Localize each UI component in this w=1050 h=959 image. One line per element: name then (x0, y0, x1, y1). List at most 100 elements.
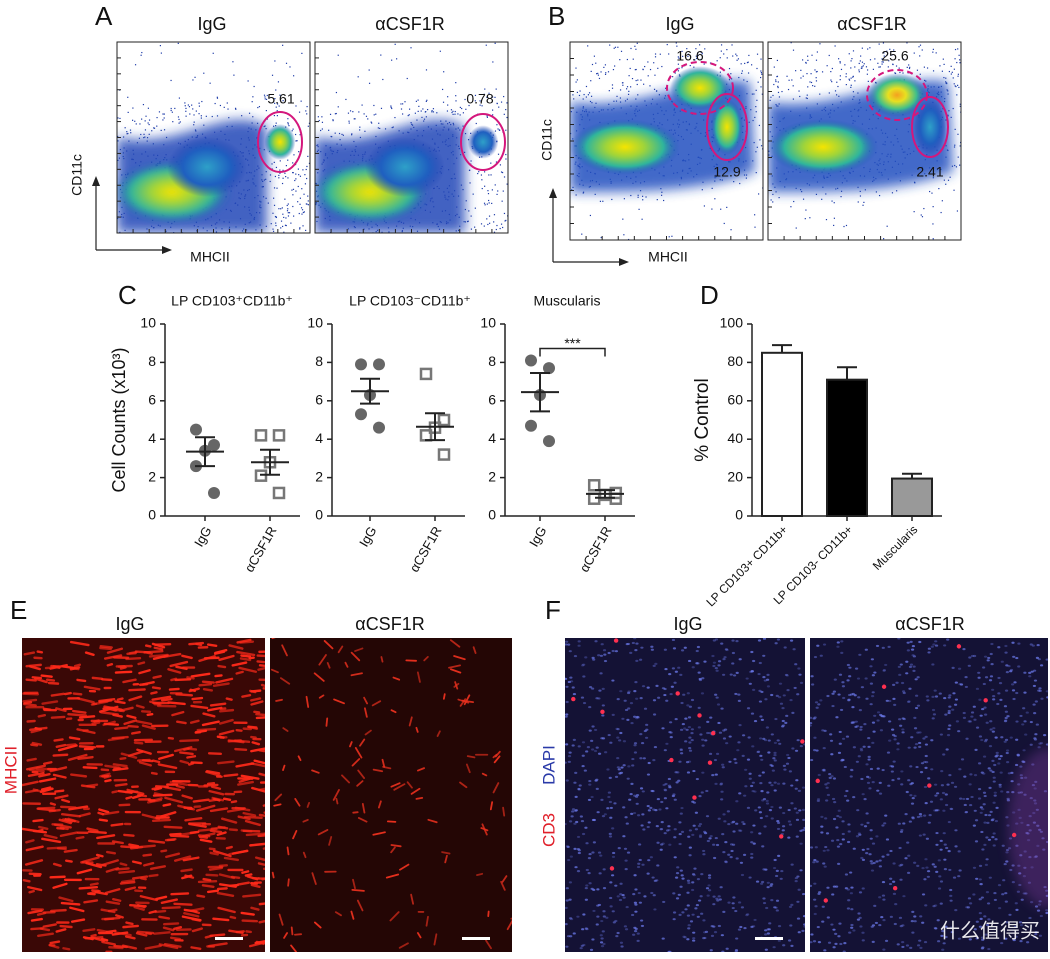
nucleus (581, 928, 584, 930)
nucleus (706, 721, 709, 723)
nucleus (698, 795, 701, 797)
nucleus (720, 798, 723, 800)
event-dot (777, 60, 778, 61)
nucleus (736, 749, 739, 751)
nucleus (689, 847, 692, 849)
event-dot (622, 219, 623, 220)
event-dot (945, 184, 946, 185)
event-dot (330, 114, 331, 115)
nucleus (687, 882, 690, 884)
nucleus (600, 799, 603, 801)
nucleus (972, 893, 975, 895)
nucleus (789, 924, 792, 926)
event-dot (149, 134, 150, 135)
event-dot (364, 113, 365, 114)
event-dot (265, 98, 266, 99)
event-dot (923, 208, 924, 209)
event-dot (286, 63, 287, 64)
nucleus (601, 714, 604, 716)
nucleus (725, 648, 728, 650)
event-dot (755, 151, 756, 152)
event-dot (295, 134, 296, 135)
event-dot (145, 116, 146, 117)
cell (116, 868, 128, 869)
nucleus (948, 869, 951, 871)
nucleus (629, 652, 632, 654)
event-dot (293, 75, 294, 76)
cd3-cell (610, 866, 614, 870)
event-dot (452, 111, 453, 112)
nucleus (976, 727, 979, 729)
event-dot (477, 173, 478, 174)
event-dot (371, 122, 372, 123)
nucleus (787, 837, 790, 839)
event-dot (468, 210, 469, 211)
nucleus (566, 701, 569, 703)
nucleus (662, 937, 665, 939)
nucleus (671, 686, 674, 688)
event-dot (275, 222, 276, 223)
nucleus (715, 837, 718, 839)
event-dot (489, 216, 490, 217)
nucleus (592, 889, 595, 891)
nucleus (941, 949, 944, 951)
cell (185, 910, 197, 912)
event-dot (586, 96, 587, 97)
event-dot (741, 63, 742, 64)
event-dot (957, 134, 958, 135)
nucleus (568, 755, 571, 757)
nucleus (567, 644, 570, 646)
nucleus (789, 699, 792, 701)
nucleus (569, 899, 572, 901)
nucleus (582, 833, 585, 835)
nucleus (693, 825, 696, 827)
cell (210, 800, 216, 801)
event-dot (487, 224, 488, 225)
plot-title: IgG (197, 14, 226, 34)
event-dot (636, 69, 637, 70)
cd3-cell (697, 713, 701, 717)
nucleus (619, 690, 622, 692)
cell (107, 852, 115, 853)
nucleus (992, 695, 995, 697)
nucleus (688, 747, 691, 749)
nucleus (699, 823, 702, 825)
event-dot (136, 123, 137, 124)
event-dot (814, 86, 815, 87)
nucleus (591, 725, 594, 727)
nucleus (688, 924, 691, 926)
nucleus (702, 919, 705, 921)
nucleus (732, 907, 735, 909)
nucleus (715, 667, 718, 669)
gate-population (265, 124, 296, 160)
event-dot (758, 82, 759, 83)
event-dot (301, 53, 302, 54)
cell (193, 919, 200, 920)
event-dot (678, 70, 679, 71)
nucleus (754, 809, 757, 811)
nucleus (743, 927, 746, 929)
nucleus (883, 822, 886, 824)
nucleus (582, 741, 585, 743)
nucleus (567, 859, 570, 861)
cd3-cell (669, 758, 673, 762)
event-dot (465, 133, 466, 134)
event-dot (844, 64, 845, 65)
nucleus (859, 925, 862, 927)
nucleus (959, 798, 962, 800)
event-dot (613, 69, 614, 70)
nucleus (698, 726, 701, 728)
event-dot (295, 174, 296, 175)
cell (203, 682, 214, 683)
event-dot (671, 236, 672, 237)
nucleus (609, 897, 612, 899)
nucleus (680, 702, 683, 704)
event-dot (201, 115, 202, 116)
nucleus (654, 746, 657, 748)
nucleus (790, 904, 793, 906)
cell (247, 834, 265, 835)
event-dot (760, 59, 761, 60)
nucleus (701, 772, 704, 774)
cell (252, 691, 261, 692)
event-dot (918, 46, 919, 47)
